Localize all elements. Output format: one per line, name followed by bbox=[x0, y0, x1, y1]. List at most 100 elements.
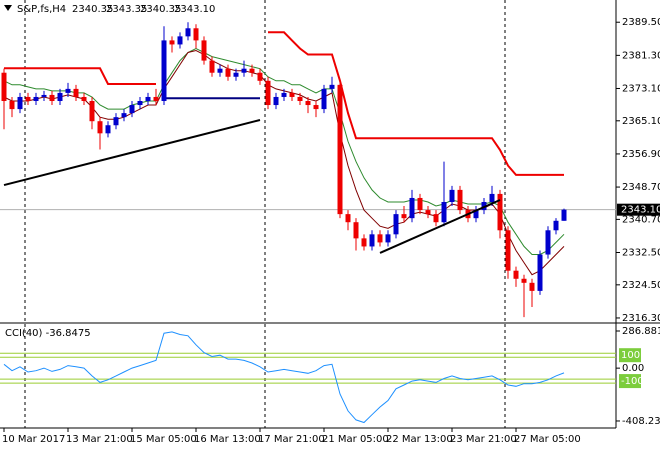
candle-body bbox=[513, 270, 519, 279]
candle-body bbox=[113, 117, 119, 126]
y-tick-label: 0.00 bbox=[622, 363, 644, 374]
candle-body bbox=[401, 214, 407, 219]
candle-body bbox=[73, 88, 79, 97]
candle-body bbox=[425, 210, 431, 215]
candle-body bbox=[65, 88, 71, 93]
candle-body bbox=[17, 96, 23, 110]
ohlc-label: 2343.10 bbox=[174, 4, 215, 15]
candle-body bbox=[257, 72, 263, 81]
x-tick-label: 17 Mar 21:00 bbox=[258, 434, 325, 445]
ohlc-label: 2340.35 bbox=[72, 4, 113, 15]
x-tick-label: 13 Mar 21:00 bbox=[66, 434, 133, 445]
candle-body bbox=[321, 88, 327, 110]
candle-body bbox=[409, 197, 415, 219]
candle-body bbox=[313, 105, 319, 110]
candle-body bbox=[225, 68, 231, 77]
candle-body bbox=[49, 94, 55, 102]
candle-body bbox=[185, 28, 191, 37]
y-tick-label: 2389.50 bbox=[622, 17, 660, 28]
candle-body bbox=[361, 238, 367, 247]
y-tick-label: 2316.30 bbox=[622, 313, 660, 324]
level-label: -100 bbox=[621, 376, 644, 387]
candle-body bbox=[449, 189, 455, 203]
y-tick-label: 2348.70 bbox=[622, 182, 660, 193]
x-tick-label: 27 Mar 05:00 bbox=[514, 434, 581, 445]
menu-icon bbox=[4, 5, 12, 11]
candle-body bbox=[305, 101, 311, 106]
y-tick-label: 2356.90 bbox=[622, 149, 660, 160]
y-tick-label: 2340.70 bbox=[622, 214, 660, 225]
x-tick-label: 22 Mar 13:00 bbox=[386, 434, 453, 445]
candle-body bbox=[329, 84, 335, 89]
x-tick-label: 21 Mar 05:00 bbox=[322, 434, 389, 445]
y-tick-label: 2324.50 bbox=[622, 280, 660, 291]
candle-body bbox=[337, 84, 343, 215]
candle-body bbox=[497, 193, 503, 231]
candle-body bbox=[521, 278, 527, 283]
candle-body bbox=[369, 234, 375, 247]
trendline bbox=[379, 199, 501, 254]
candle-body bbox=[473, 210, 479, 219]
candle-body bbox=[385, 234, 391, 243]
trendline bbox=[3, 119, 261, 187]
candle-body bbox=[129, 105, 135, 114]
candle-body bbox=[57, 92, 63, 102]
candle-body bbox=[537, 254, 543, 291]
period-separators bbox=[24, 0, 506, 428]
candle-body bbox=[209, 60, 215, 73]
candle-body bbox=[169, 40, 175, 45]
candle-body bbox=[121, 113, 127, 118]
indicator-line bbox=[3, 47, 565, 255]
candle-body bbox=[433, 214, 439, 223]
y-tick-label: 2332.50 bbox=[622, 248, 660, 259]
candle-body bbox=[233, 72, 239, 77]
candle-body bbox=[489, 193, 495, 203]
current-price-box bbox=[617, 203, 660, 216]
candle-body bbox=[153, 96, 159, 102]
indicator-title: CCI(40) -36.8475 bbox=[5, 328, 91, 339]
candle-body bbox=[249, 68, 255, 73]
y-tick-label: 2381.30 bbox=[622, 50, 660, 61]
candle-body bbox=[353, 222, 359, 239]
candle-body bbox=[9, 101, 15, 110]
candle-body bbox=[561, 209, 567, 221]
candle-body bbox=[281, 92, 287, 97]
candle-body bbox=[417, 197, 423, 211]
candle-body bbox=[345, 214, 351, 223]
x-tick-label: 15 Mar 05:00 bbox=[130, 434, 197, 445]
candle-body bbox=[505, 230, 511, 271]
candle-body bbox=[177, 36, 183, 45]
candle-body bbox=[217, 68, 223, 73]
candle-body bbox=[441, 202, 447, 223]
level-label: 100 bbox=[621, 350, 640, 361]
candle-body bbox=[529, 282, 535, 291]
candle-body bbox=[105, 125, 111, 134]
candle-body bbox=[25, 96, 31, 102]
candle-body bbox=[289, 92, 295, 97]
x-tick-label: 10 Mar 2017 bbox=[2, 434, 65, 445]
ohlc-label: 2340.35 bbox=[140, 4, 181, 15]
candle-body bbox=[193, 28, 199, 41]
y-tick-label: 2365.10 bbox=[622, 116, 660, 127]
x-tick-label: 23 Mar 21:00 bbox=[450, 434, 517, 445]
candle-body bbox=[377, 234, 383, 243]
candle-body bbox=[553, 220, 559, 231]
cci-line bbox=[3, 331, 565, 424]
candle-body bbox=[297, 96, 303, 102]
candle-body bbox=[201, 40, 207, 61]
candle-body bbox=[1, 72, 7, 102]
candle-body bbox=[545, 230, 551, 255]
y-tick-label: -408.2395 bbox=[622, 416, 660, 427]
indicator-line bbox=[4, 31, 564, 176]
candle-body bbox=[41, 94, 47, 97]
chart-title: S&P,fs,H4 bbox=[17, 4, 66, 15]
candle-body bbox=[273, 96, 279, 106]
ohlc-label: 2343.35 bbox=[106, 4, 147, 15]
y-tick-label: 2373.10 bbox=[622, 83, 660, 94]
candle-body bbox=[33, 96, 39, 102]
candle-body bbox=[145, 96, 151, 102]
candle-body bbox=[241, 68, 247, 73]
